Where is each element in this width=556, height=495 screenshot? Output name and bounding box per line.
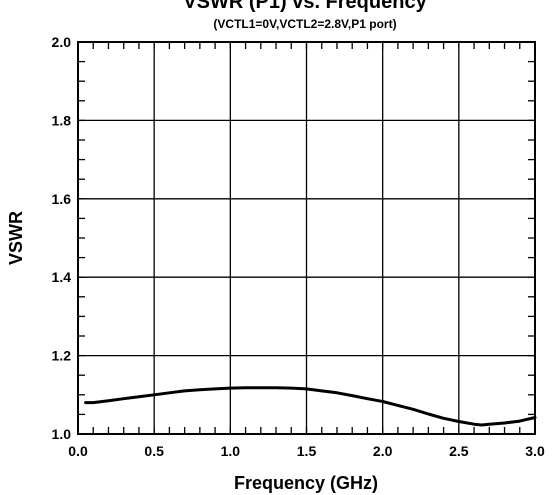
x-tick-label: 1.0 <box>221 443 241 459</box>
x-tick-label: 0.5 <box>144 443 164 459</box>
y-tick-labels: 1.0 1.2 1.4 1.6 1.8 2.0 <box>52 34 72 442</box>
x-tick-labels: 0.0 0.5 1.0 1.5 2.0 2.5 3.0 <box>68 443 545 459</box>
y-tick-label: 1.4 <box>52 269 72 285</box>
vswr-series-line <box>84 386 537 427</box>
x-tick-label: 1.5 <box>297 443 317 459</box>
y-tick-label: 1.2 <box>52 348 72 364</box>
x-axis-label: Frequency (GHz) <box>234 473 378 493</box>
chart-subtitle: (VCTL1=0V,VCTL2=2.8V,P1 port) <box>213 17 396 31</box>
chart-title: VSWR (P1) vs. Frequency <box>183 0 427 13</box>
x-tick-label: 2.5 <box>449 443 469 459</box>
y-tick-label: 1.0 <box>52 426 72 442</box>
y-tick-label: 2.0 <box>52 34 72 50</box>
x-tick-label: 2.0 <box>373 443 393 459</box>
y-tick-label: 1.8 <box>52 112 72 128</box>
y-tick-label: 1.6 <box>52 191 72 207</box>
x-tick-label: 0.0 <box>68 443 88 459</box>
y-axis-label: VSWR <box>6 211 26 265</box>
x-tick-label: 3.0 <box>525 443 545 459</box>
plot-frame <box>77 41 536 435</box>
